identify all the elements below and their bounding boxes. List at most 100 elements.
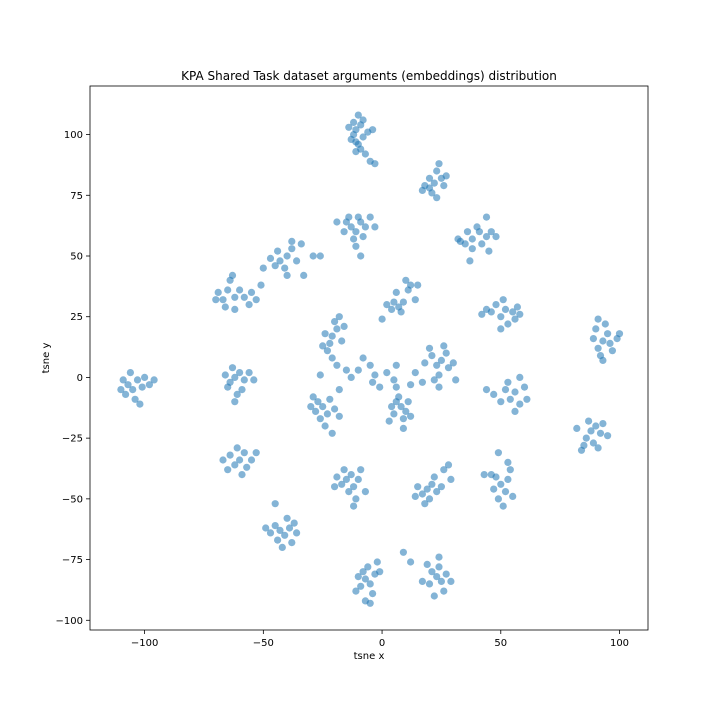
scatter-point — [350, 118, 358, 126]
scatter-point — [236, 456, 244, 464]
scatter-point — [133, 376, 142, 384]
scatter-point — [421, 500, 429, 508]
scatter-point — [444, 364, 453, 372]
scatter-point — [307, 403, 315, 411]
scatter-point — [366, 361, 374, 369]
scatter-point — [236, 286, 244, 294]
y-tick-label: −50 — [62, 494, 83, 505]
scatter-point — [423, 485, 431, 493]
scatter-point — [335, 386, 343, 394]
scatter-point — [430, 473, 438, 481]
scatter-point — [604, 330, 612, 338]
scatter-point — [592, 325, 600, 333]
scatter-point — [231, 398, 239, 406]
scatter-point — [509, 492, 517, 500]
scatter-point — [361, 575, 369, 583]
y-axis-label: tsne y — [41, 343, 52, 374]
scatter-point — [141, 373, 149, 381]
scatter-point — [504, 475, 512, 483]
scatter-point — [226, 451, 234, 459]
scatter-point — [449, 359, 457, 367]
scatter-point — [283, 271, 291, 279]
scatter-point — [288, 539, 296, 547]
scatter-point — [608, 347, 617, 355]
scatter-point — [117, 386, 125, 394]
scatter-point — [314, 398, 322, 406]
scatter-point — [338, 337, 346, 345]
scatter-point — [435, 563, 443, 571]
scatter-point — [454, 235, 462, 243]
scatter-point — [418, 577, 426, 586]
scatter-point — [252, 296, 260, 304]
scatter-point — [122, 390, 130, 398]
scatter-point — [340, 322, 348, 330]
scatter-point — [283, 514, 291, 522]
y-tick-label: 50 — [70, 252, 83, 263]
y-tick-label: 25 — [70, 312, 83, 323]
scatter-point — [497, 398, 505, 406]
scatter-point — [430, 592, 438, 600]
scatter-point — [399, 548, 407, 556]
scatter-point — [331, 405, 339, 413]
scatter-point — [369, 590, 377, 598]
scatter-point — [342, 475, 350, 483]
scatter-point — [447, 577, 455, 586]
scatter-point — [501, 386, 510, 394]
scatter-point — [333, 218, 341, 226]
x-tick-label: −100 — [131, 638, 158, 649]
scatter-point — [366, 580, 374, 588]
scatter-point — [520, 383, 529, 391]
scatter-point — [504, 378, 512, 386]
scatter-point — [333, 473, 341, 481]
scatter-point — [407, 281, 415, 289]
scatter-point — [582, 434, 590, 442]
scatter-point — [385, 417, 393, 425]
scatter-point — [352, 242, 360, 250]
y-tick-label: 75 — [70, 191, 83, 202]
scatter-point — [323, 410, 331, 418]
plot-frame — [89, 85, 649, 631]
scatter-point — [492, 233, 500, 241]
scatter-point — [212, 296, 220, 304]
scatter-point — [350, 235, 358, 243]
scatter-point — [331, 483, 339, 491]
scatter-point — [340, 228, 348, 236]
scatter-point — [119, 376, 127, 384]
scatter-point — [238, 471, 246, 479]
scatter-point — [228, 271, 237, 279]
scatter-point — [444, 461, 453, 469]
scatter-point — [435, 371, 443, 379]
scatter-point — [131, 395, 139, 403]
scatter-point — [274, 247, 282, 255]
scatter-point — [411, 296, 419, 304]
scatter-point — [599, 337, 607, 345]
scatter-point — [252, 449, 260, 457]
scatter-point — [126, 369, 134, 377]
scatter-point — [326, 395, 334, 403]
scatter-point — [421, 359, 429, 367]
scatter-point — [350, 502, 358, 510]
scatter-point — [418, 186, 426, 194]
scatter-point — [425, 580, 434, 588]
scatter-point — [266, 529, 275, 537]
scatter-point — [516, 310, 524, 318]
scatter-point — [247, 456, 256, 464]
scatter-point — [390, 376, 398, 384]
scatter-point — [606, 339, 614, 347]
scatter-point — [297, 240, 305, 248]
scatter-point — [224, 383, 232, 391]
scatter-point — [321, 422, 329, 430]
x-tick-label: 0 — [379, 638, 385, 649]
scatter-point — [328, 429, 336, 437]
scatter-point — [233, 390, 241, 398]
scatter-point — [437, 483, 445, 491]
scatter-point — [478, 240, 486, 248]
scatter-point — [221, 371, 229, 379]
scatter-point — [516, 373, 524, 381]
scatter-point — [577, 446, 586, 454]
scatter-point — [392, 288, 400, 296]
scatter-point — [428, 480, 436, 488]
scatter-point — [494, 495, 502, 503]
scatter-point — [423, 560, 431, 569]
